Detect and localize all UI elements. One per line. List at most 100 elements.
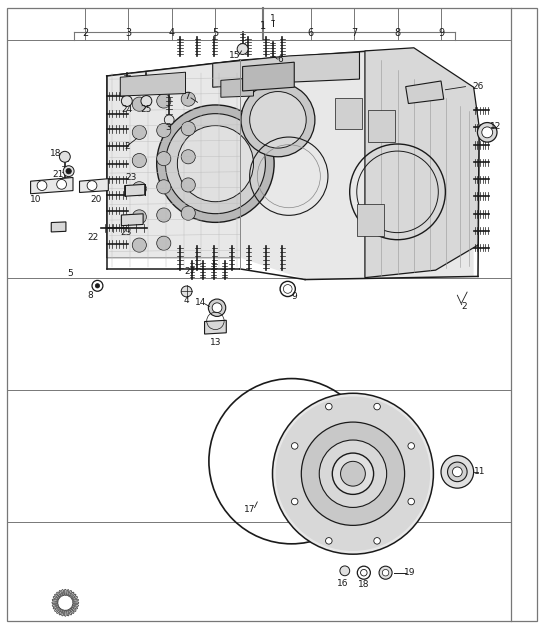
Circle shape: [157, 180, 171, 194]
Circle shape: [325, 403, 332, 410]
Circle shape: [63, 166, 74, 176]
Circle shape: [452, 467, 462, 477]
Circle shape: [212, 303, 222, 313]
Text: 26: 26: [473, 82, 483, 91]
Circle shape: [132, 97, 147, 111]
Circle shape: [177, 126, 253, 202]
Circle shape: [132, 153, 147, 168]
Text: 1: 1: [260, 21, 267, 31]
Circle shape: [408, 443, 415, 449]
Polygon shape: [72, 604, 78, 607]
Text: 24: 24: [121, 105, 132, 114]
Text: 11: 11: [474, 467, 486, 477]
Text: 20: 20: [90, 195, 101, 204]
Circle shape: [482, 127, 493, 138]
Text: 25: 25: [141, 105, 152, 114]
Text: 8: 8: [88, 291, 93, 300]
Text: 19: 19: [404, 568, 416, 577]
Text: 8: 8: [395, 28, 401, 38]
Circle shape: [250, 92, 306, 148]
Circle shape: [157, 151, 171, 166]
Circle shape: [237, 43, 248, 55]
Polygon shape: [68, 609, 72, 615]
Circle shape: [301, 422, 404, 526]
Text: 16: 16: [337, 579, 349, 588]
Text: 1: 1: [270, 14, 275, 23]
Circle shape: [181, 122, 195, 136]
Text: 10: 10: [31, 195, 42, 204]
Polygon shape: [357, 204, 384, 236]
Text: 17: 17: [244, 505, 256, 514]
Polygon shape: [221, 78, 253, 97]
Polygon shape: [66, 610, 69, 616]
Circle shape: [441, 455, 474, 488]
Polygon shape: [57, 608, 61, 614]
Circle shape: [241, 83, 315, 157]
Polygon shape: [204, 320, 226, 334]
Circle shape: [379, 566, 392, 579]
Circle shape: [165, 115, 174, 125]
Circle shape: [181, 149, 195, 164]
Polygon shape: [64, 589, 66, 595]
Circle shape: [292, 443, 298, 449]
Polygon shape: [72, 605, 77, 609]
Text: 6: 6: [278, 55, 283, 63]
Text: 23: 23: [125, 173, 137, 182]
Circle shape: [132, 125, 147, 139]
Circle shape: [132, 210, 147, 224]
Polygon shape: [120, 72, 185, 96]
Circle shape: [141, 95, 152, 107]
Circle shape: [447, 462, 467, 482]
Polygon shape: [107, 51, 474, 279]
Circle shape: [283, 284, 292, 293]
Circle shape: [477, 122, 497, 142]
Circle shape: [208, 299, 226, 317]
Polygon shape: [62, 590, 64, 596]
Polygon shape: [51, 222, 66, 232]
Polygon shape: [59, 590, 63, 597]
Polygon shape: [68, 590, 72, 597]
Polygon shape: [107, 60, 240, 257]
Polygon shape: [62, 610, 64, 616]
Polygon shape: [54, 594, 60, 598]
Text: 23: 23: [120, 228, 131, 237]
Circle shape: [276, 396, 430, 551]
Text: 7: 7: [351, 28, 357, 38]
Polygon shape: [66, 590, 69, 596]
Circle shape: [157, 105, 274, 222]
Text: 7: 7: [184, 92, 190, 100]
Circle shape: [66, 168, 71, 174]
Text: 2: 2: [82, 28, 88, 38]
Text: 5: 5: [68, 269, 73, 278]
Circle shape: [319, 440, 386, 507]
Text: 22: 22: [88, 233, 99, 242]
Polygon shape: [54, 607, 60, 612]
Polygon shape: [70, 608, 74, 614]
Circle shape: [132, 238, 147, 252]
Circle shape: [166, 114, 265, 214]
Polygon shape: [335, 98, 362, 129]
Text: 27: 27: [184, 267, 196, 276]
Circle shape: [132, 181, 147, 196]
Text: 9: 9: [292, 292, 297, 301]
Circle shape: [157, 208, 171, 222]
Circle shape: [87, 181, 97, 190]
Circle shape: [95, 284, 100, 288]
Circle shape: [181, 178, 195, 192]
Text: 13: 13: [210, 338, 221, 347]
Text: 2: 2: [124, 142, 130, 151]
Circle shape: [361, 570, 367, 576]
Circle shape: [374, 403, 380, 410]
Polygon shape: [64, 610, 66, 616]
Text: 3: 3: [165, 124, 171, 133]
Polygon shape: [53, 597, 59, 600]
Text: 18: 18: [50, 148, 62, 158]
Circle shape: [272, 393, 433, 554]
Polygon shape: [53, 605, 59, 609]
Circle shape: [157, 94, 171, 108]
Circle shape: [332, 453, 374, 494]
Circle shape: [181, 286, 192, 297]
Circle shape: [181, 92, 195, 106]
Circle shape: [292, 498, 298, 505]
Polygon shape: [213, 52, 360, 87]
